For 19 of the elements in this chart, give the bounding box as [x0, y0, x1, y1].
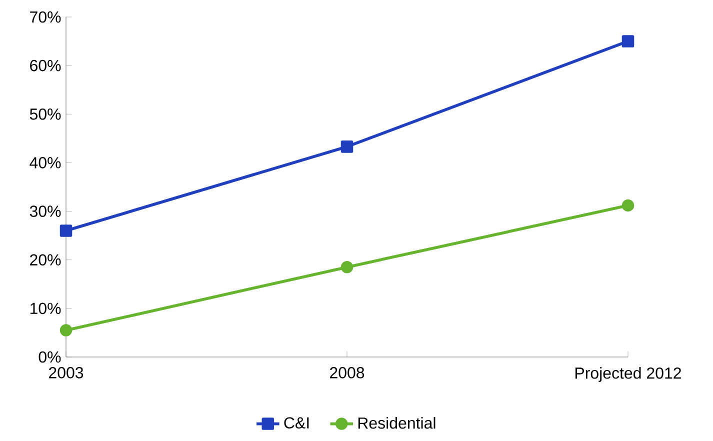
y-tick-label: 70%	[30, 11, 61, 23]
point	[340, 140, 354, 153]
x-tick-label: Projected 2012	[576, 367, 681, 382]
y-tick-label: 20%	[30, 254, 61, 266]
point	[340, 261, 354, 274]
y-tick-label: 60%	[30, 60, 61, 72]
point	[60, 224, 72, 237]
y-tick-label: 50%	[30, 108, 61, 120]
x-tick-label: 2003	[49, 367, 84, 378]
y-tick-label: 40%	[30, 157, 61, 168]
legend-label: Residential	[358, 416, 436, 429]
point	[622, 35, 634, 48]
y-tick-label: 30%	[30, 206, 61, 217]
point	[60, 324, 72, 336]
y-tick-label: 0%	[38, 351, 61, 363]
y-tick-label: 10%	[30, 302, 61, 314]
x-tick-label: 2008	[330, 367, 364, 378]
point	[622, 199, 634, 212]
legend-label: C&I	[284, 417, 309, 429]
